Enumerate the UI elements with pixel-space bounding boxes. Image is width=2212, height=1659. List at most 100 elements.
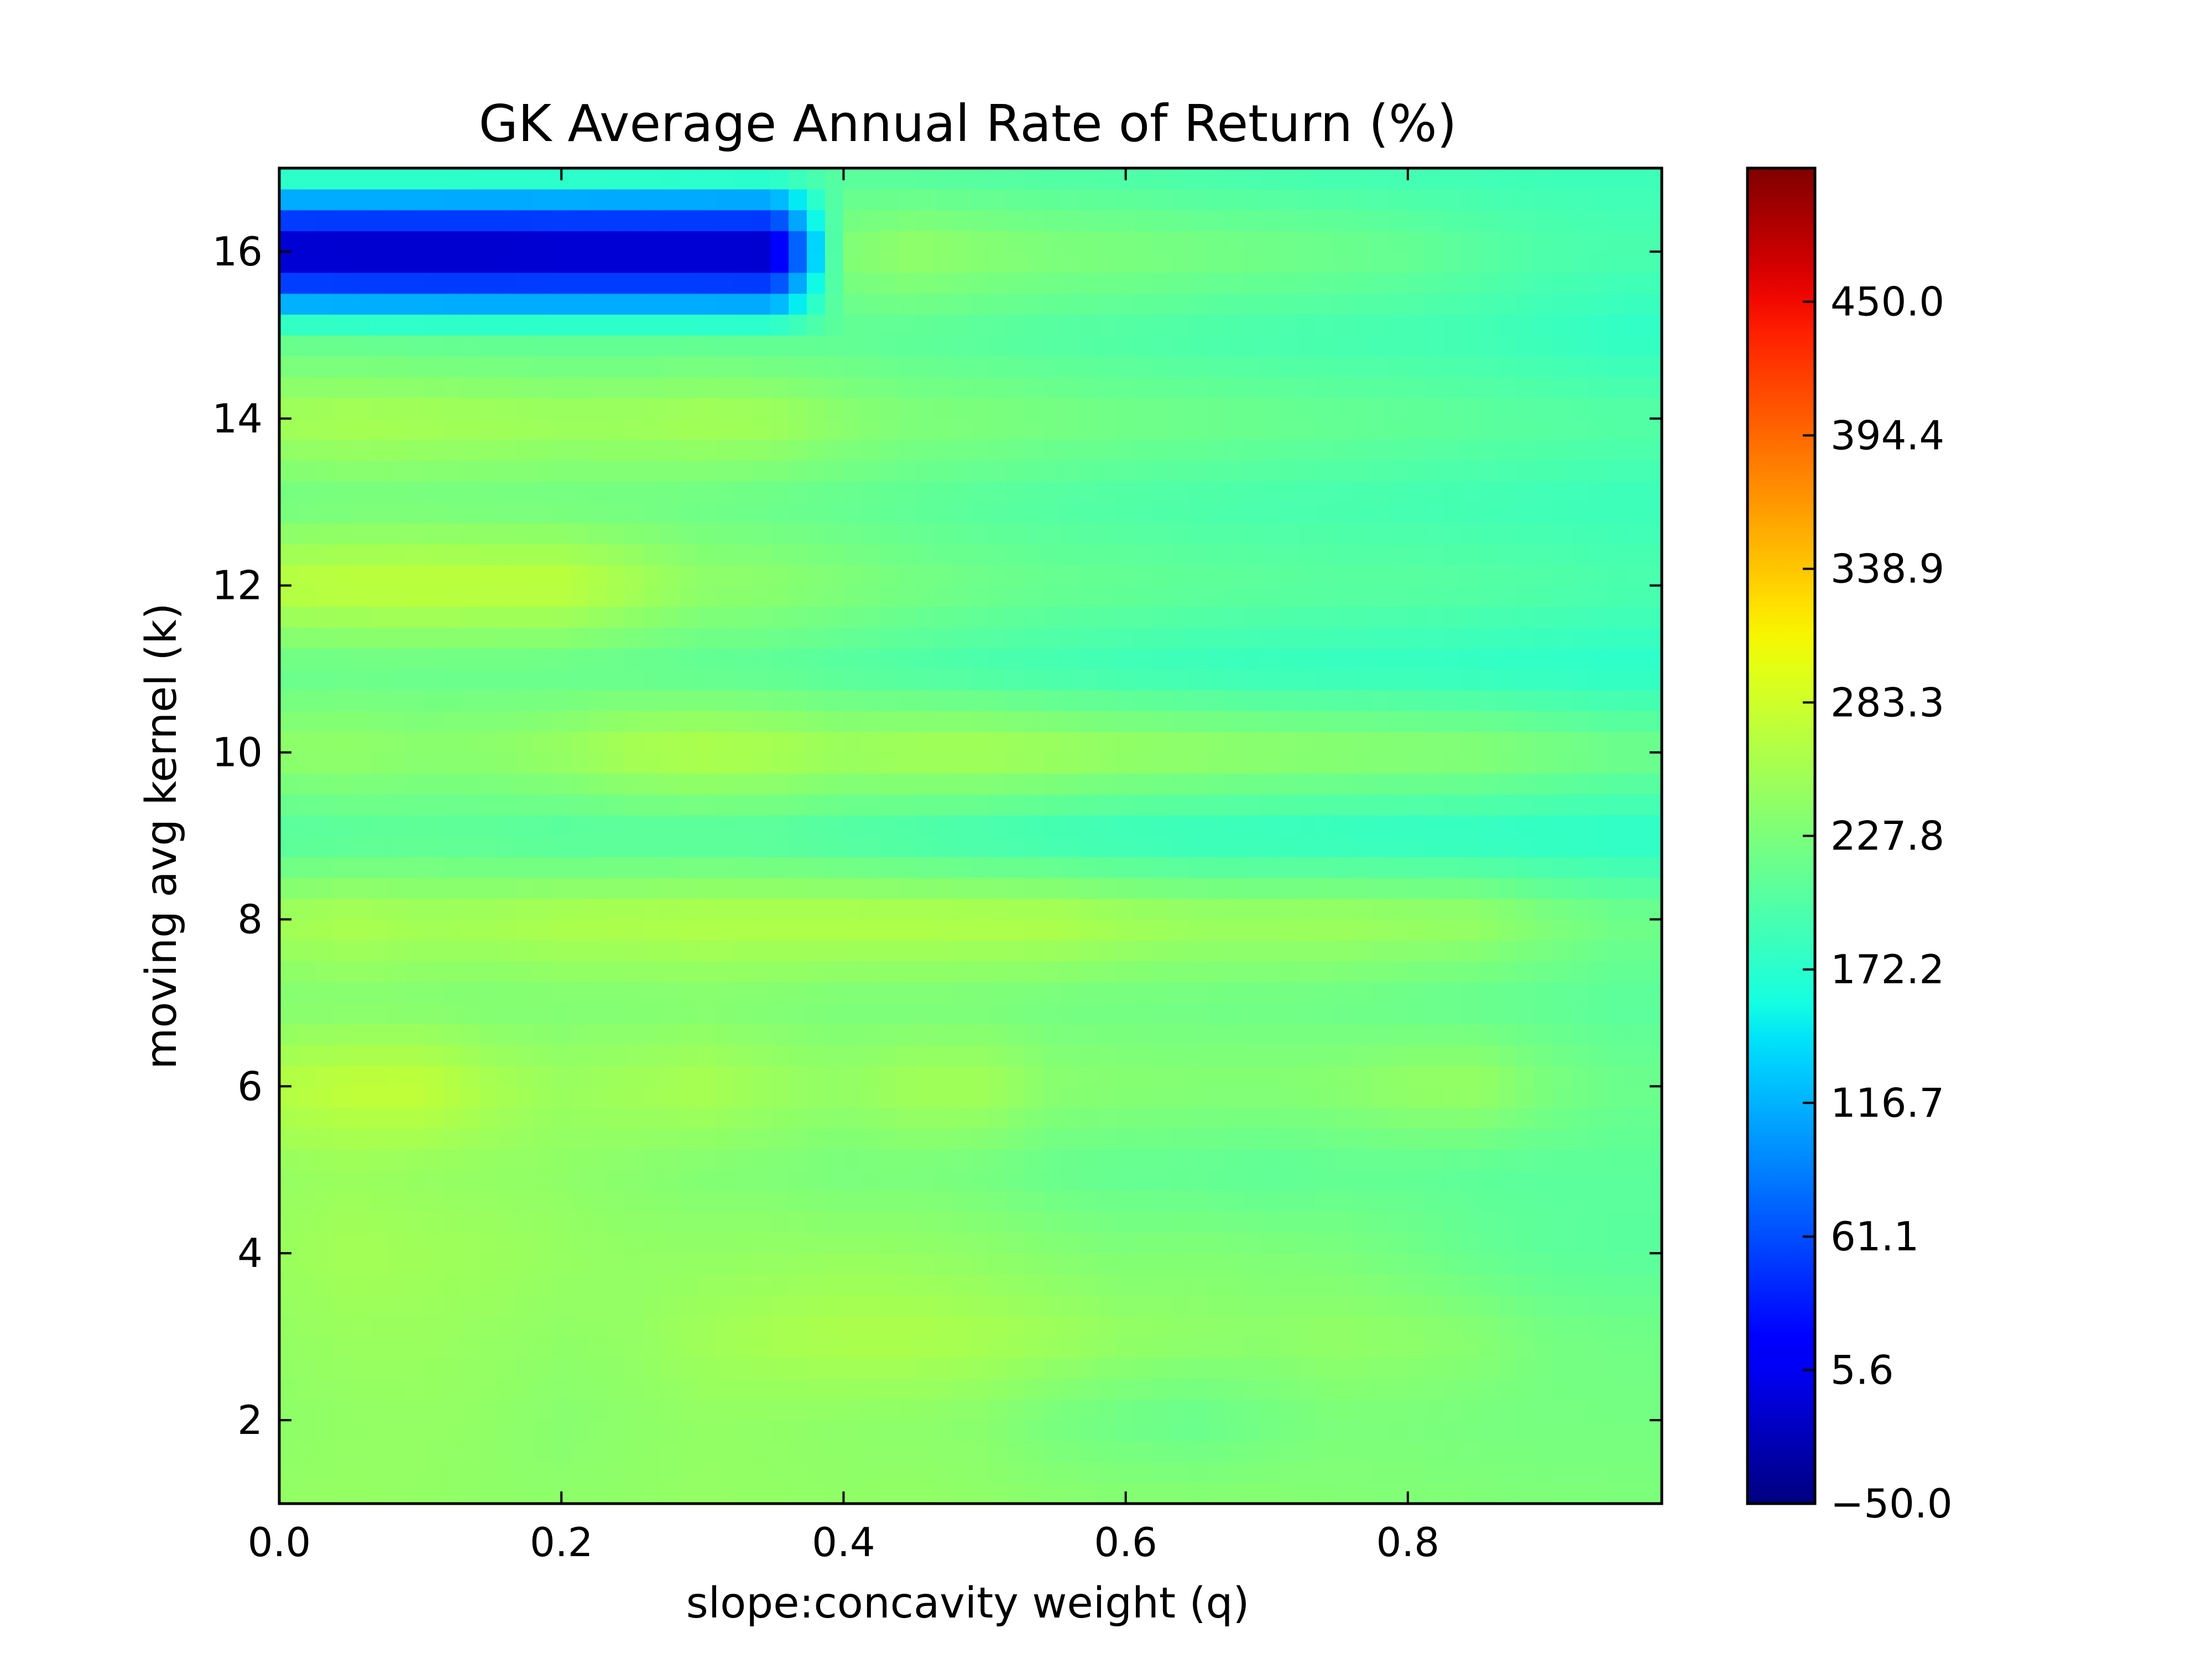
heatmap-cell bbox=[1407, 1378, 1426, 1400]
heatmap-cell bbox=[1389, 669, 1408, 691]
heatmap-cell bbox=[1589, 523, 1608, 545]
heatmap-cell bbox=[1061, 1483, 1081, 1504]
heatmap-cell bbox=[770, 1274, 789, 1296]
heatmap-cell bbox=[843, 794, 862, 816]
heatmap-cell bbox=[297, 1149, 316, 1171]
heatmap-cell bbox=[1061, 168, 1081, 190]
heatmap-cell bbox=[1389, 544, 1408, 565]
heatmap-cell bbox=[1425, 1441, 1444, 1463]
heatmap-cell bbox=[1170, 1337, 1190, 1358]
heatmap-cell bbox=[388, 1316, 408, 1337]
heatmap-cell bbox=[425, 398, 444, 419]
heatmap-cell bbox=[916, 314, 935, 336]
heatmap-cell bbox=[1443, 1483, 1462, 1504]
heatmap-cell bbox=[1571, 1024, 1590, 1045]
heatmap-cell bbox=[1516, 314, 1535, 336]
heatmap-cell bbox=[1243, 585, 1262, 607]
heatmap-cell bbox=[315, 1211, 335, 1233]
heatmap-cell bbox=[388, 1441, 408, 1463]
heatmap-cell bbox=[1552, 1190, 1572, 1212]
heatmap-cell bbox=[843, 1337, 862, 1358]
heatmap-cell bbox=[607, 1462, 625, 1484]
heatmap-cell bbox=[734, 815, 753, 837]
heatmap-cell bbox=[1571, 251, 1590, 273]
heatmap-cell bbox=[534, 815, 553, 837]
heatmap-cell bbox=[789, 961, 807, 983]
heatmap-cell bbox=[1225, 1107, 1244, 1129]
heatmap-cell bbox=[1498, 251, 1517, 273]
heatmap-cell bbox=[352, 606, 371, 628]
heatmap-cell bbox=[497, 982, 517, 1004]
heatmap-cell bbox=[1098, 356, 1117, 378]
heatmap-cell bbox=[679, 251, 698, 273]
heatmap-cell bbox=[1006, 1086, 1026, 1108]
heatmap-cell bbox=[352, 585, 371, 607]
heatmap-cell bbox=[352, 1024, 371, 1045]
heatmap-cell bbox=[1352, 377, 1371, 398]
heatmap-cell bbox=[625, 377, 644, 398]
heatmap-cell bbox=[479, 356, 498, 378]
heatmap-cell bbox=[806, 1211, 826, 1233]
heatmap-cell bbox=[1079, 1149, 1099, 1171]
heatmap-cell bbox=[1043, 1420, 1062, 1442]
heatmap-cell bbox=[1134, 1337, 1153, 1358]
heatmap-cell bbox=[1116, 836, 1135, 858]
heatmap-cell bbox=[1298, 606, 1317, 628]
heatmap-cell bbox=[1607, 1316, 1626, 1337]
heatmap-cell bbox=[625, 460, 644, 482]
heatmap-cell bbox=[1134, 377, 1153, 398]
heatmap-cell bbox=[752, 1107, 771, 1129]
heatmap-cell bbox=[1025, 1462, 1044, 1484]
heatmap-cell bbox=[388, 606, 408, 628]
heatmap-cell bbox=[1207, 377, 1226, 398]
heatmap-cell bbox=[570, 1065, 589, 1087]
heatmap-cell bbox=[1607, 502, 1626, 524]
heatmap-cell bbox=[1443, 585, 1462, 607]
heatmap-cell bbox=[315, 919, 335, 941]
heatmap-cell bbox=[1516, 564, 1535, 586]
heatmap-cell bbox=[370, 1483, 389, 1504]
heatmap-cell bbox=[406, 335, 425, 357]
heatmap-cell bbox=[1152, 1441, 1171, 1463]
heatmap-cell bbox=[879, 1170, 899, 1191]
heatmap-cell bbox=[1370, 1274, 1390, 1296]
heatmap-cell bbox=[1098, 1190, 1117, 1212]
heatmap-cell bbox=[1025, 836, 1044, 858]
heatmap-cell bbox=[315, 564, 335, 586]
heatmap-cell bbox=[697, 377, 717, 398]
heatmap-cell bbox=[988, 1337, 1008, 1358]
heatmap-cell bbox=[1280, 377, 1298, 398]
heatmap-cell bbox=[1188, 1003, 1208, 1024]
heatmap-cell bbox=[1498, 898, 1517, 920]
heatmap-cell bbox=[734, 1044, 753, 1066]
heatmap-cell bbox=[1407, 398, 1426, 419]
heatmap-cell bbox=[679, 356, 698, 378]
heatmap-cell bbox=[370, 1232, 389, 1254]
heatmap-cell bbox=[333, 1337, 353, 1358]
heatmap-cell bbox=[789, 1044, 807, 1066]
heatmap-cell bbox=[879, 585, 899, 607]
heatmap-cell bbox=[1116, 1295, 1135, 1317]
heatmap-cell bbox=[952, 1107, 971, 1129]
heatmap-cell bbox=[333, 1462, 353, 1484]
heatmap-cell bbox=[1370, 919, 1390, 941]
heatmap-cell bbox=[1243, 1149, 1262, 1171]
heatmap-cell bbox=[570, 418, 589, 440]
heatmap-cell bbox=[406, 1357, 425, 1379]
heatmap-cell bbox=[1261, 1170, 1281, 1191]
heatmap-cell bbox=[1025, 1107, 1044, 1129]
heatmap-cell bbox=[1152, 919, 1171, 941]
heatmap-cell bbox=[1261, 377, 1281, 398]
heatmap-cell bbox=[1025, 210, 1044, 231]
heatmap-cell bbox=[1298, 773, 1317, 795]
heatmap-cell bbox=[1516, 1420, 1535, 1442]
heatmap-cell bbox=[570, 314, 589, 336]
heatmap-cell bbox=[1352, 1295, 1371, 1317]
heatmap-cell bbox=[971, 731, 989, 753]
heatmap-cell bbox=[1116, 752, 1135, 774]
heatmap-cell bbox=[1370, 898, 1390, 920]
heatmap-cell bbox=[1298, 439, 1317, 461]
heatmap-cell bbox=[297, 1003, 316, 1024]
heatmap-cell bbox=[333, 690, 353, 711]
heatmap-cell bbox=[315, 690, 335, 711]
